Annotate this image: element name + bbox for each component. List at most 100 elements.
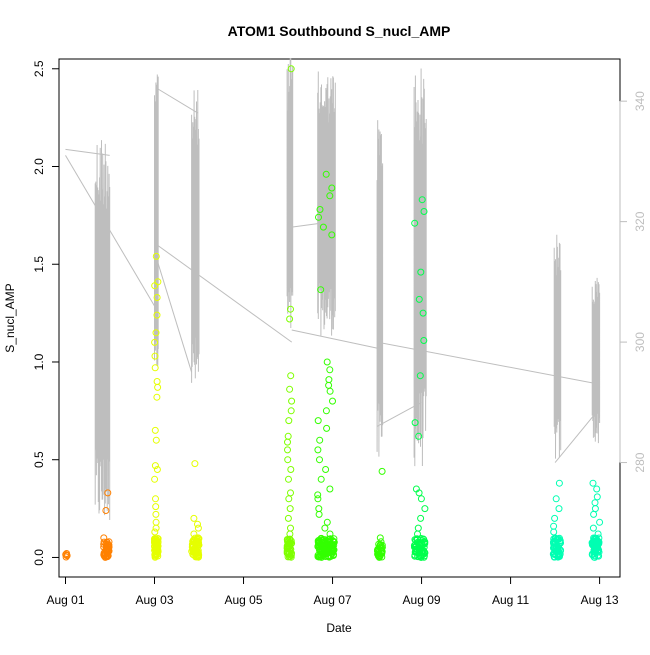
data-point	[286, 505, 294, 513]
data-point	[317, 286, 325, 294]
data-point	[152, 510, 160, 518]
data-point	[314, 495, 322, 503]
data-point	[417, 514, 425, 522]
data-point	[589, 541, 597, 549]
data-point	[151, 426, 159, 434]
data-point	[151, 475, 159, 483]
secondary-burst	[154, 74, 159, 366]
data-point	[592, 535, 600, 543]
data-point	[286, 315, 294, 323]
data-point	[154, 552, 162, 560]
data-point	[326, 366, 334, 374]
data-point	[195, 552, 202, 560]
data-point	[285, 542, 293, 550]
data-point	[316, 456, 323, 464]
data-point	[593, 493, 601, 501]
y-axis-label: S_nucl_AMP	[3, 283, 17, 352]
secondary-burst	[591, 277, 601, 444]
data-point	[287, 372, 295, 380]
data-point	[411, 419, 419, 427]
secondary-connector	[157, 245, 293, 343]
data-point	[194, 520, 201, 528]
data-point	[287, 466, 295, 473]
data-point	[287, 65, 295, 73]
data-point	[421, 505, 429, 513]
y2-tick-label: 320	[633, 211, 647, 231]
y-tick-label: 0.5	[32, 451, 46, 468]
data-point	[152, 252, 160, 260]
secondary-burst	[376, 120, 384, 457]
data-point	[323, 518, 331, 526]
data-point	[151, 338, 159, 346]
data-point	[151, 537, 158, 545]
secondary-line-layer	[65, 57, 601, 520]
data-point	[418, 196, 426, 204]
secondary-connector	[157, 88, 199, 114]
x-axis: Aug 01 Aug 03 Aug 05 Aug 07 Aug 09 Aug 11 Aug …	[46, 576, 619, 607]
data-point	[419, 550, 427, 558]
data-point	[589, 524, 597, 532]
data-point	[590, 510, 598, 518]
y-tick-label: 2.5	[32, 60, 46, 77]
data-point	[154, 542, 162, 550]
data-point	[153, 393, 161, 401]
data-point	[328, 184, 336, 192]
x-axis-label: Date	[326, 621, 352, 635]
data-point	[555, 479, 563, 487]
data-point	[420, 208, 428, 215]
data-point	[314, 417, 322, 425]
data-point	[104, 552, 112, 560]
data-point	[322, 466, 330, 473]
data-point	[326, 192, 334, 200]
data-point	[417, 268, 425, 276]
data-point	[323, 358, 331, 366]
secondary-connector	[291, 329, 378, 349]
data-point	[153, 294, 161, 301]
data-point	[318, 553, 325, 561]
data-point	[411, 219, 419, 227]
x-tick-label: Aug 09	[403, 593, 441, 607]
data-point	[287, 407, 295, 415]
y-tick-label: 0.0	[32, 549, 46, 566]
data-point	[151, 282, 159, 290]
data-point	[63, 551, 71, 559]
data-point	[593, 485, 601, 493]
points-layer	[62, 65, 604, 561]
data-point	[323, 424, 331, 432]
data-point	[191, 460, 199, 468]
data-point	[188, 541, 196, 549]
data-point	[315, 213, 322, 221]
data-point	[420, 536, 428, 543]
secondary-burst	[191, 89, 200, 383]
data-point	[154, 383, 162, 391]
data-point	[552, 536, 560, 544]
right-axis-layer: 280 300 320 340	[619, 91, 647, 473]
data-point	[314, 446, 322, 454]
data-point	[287, 305, 294, 313]
x-tick-label: Aug 11	[492, 593, 529, 607]
data-point	[412, 545, 420, 553]
y-tick-label: 2.0	[32, 158, 46, 175]
y-tick-label: 1.0	[32, 353, 46, 370]
data-point	[376, 534, 384, 542]
data-point	[555, 552, 563, 560]
data-point	[286, 385, 294, 393]
data-point	[190, 514, 198, 522]
data-point	[287, 551, 295, 559]
data-point	[151, 528, 159, 536]
x-tick-label: Aug 03	[135, 593, 173, 607]
data-point	[554, 535, 562, 543]
y-axis: 0.0 0.5 1.0 1.5 2.0 2.5	[32, 60, 60, 566]
data-point	[285, 475, 292, 483]
data-point	[284, 438, 291, 446]
secondary-burst	[413, 68, 427, 467]
data-point	[193, 537, 201, 545]
data-point	[314, 491, 322, 499]
data-point	[153, 311, 161, 319]
y-tick-label: 1.5	[32, 256, 46, 273]
data-point	[596, 518, 604, 526]
secondary-burst	[553, 234, 562, 459]
data-point	[418, 549, 426, 557]
data-point	[589, 479, 597, 487]
data-point	[551, 514, 559, 522]
